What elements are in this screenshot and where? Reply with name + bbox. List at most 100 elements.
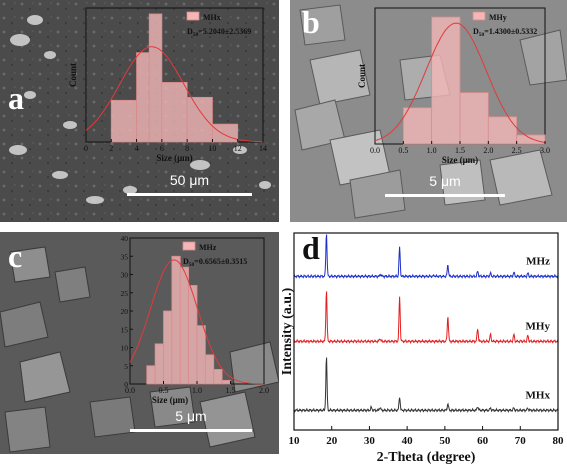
y-tick-label: 20 <box>121 307 129 316</box>
y-tick-label: 0 <box>124 380 128 389</box>
sem-image-c <box>0 232 279 454</box>
y-axis-label: Count <box>68 63 78 87</box>
panel-label-b: b <box>302 4 320 40</box>
y-tick-label: 35 <box>121 252 129 261</box>
legend-swatch <box>472 11 486 21</box>
hist-bar <box>516 134 546 145</box>
hist-bar <box>146 365 156 385</box>
x-tick-label: 0.0 <box>370 146 380 155</box>
scale-bar-b <box>385 194 505 197</box>
series-label: MHy <box>526 321 551 333</box>
x-tick-label: 0.5 <box>159 386 169 395</box>
fit-curve <box>374 22 546 143</box>
panel-b: 0.0 0.5 1.0 1.5 2.0 2.5 3.0 Size (μm) Count MHy D5… <box>290 0 567 222</box>
scale-text-c: 5 μm <box>175 408 207 424</box>
histogram-a: 0 2 4 6 8 10 12 14 Size (μm) Count MHx D50=5.2040±2… <box>68 7 267 163</box>
x-tick-label: 40 <box>402 435 414 447</box>
x-tick-label: 2 <box>109 144 113 153</box>
x-tick-label: 2.0 <box>483 146 493 155</box>
series-label: MHz <box>526 256 550 268</box>
scale-bar-a <box>127 193 252 196</box>
hist-bar <box>171 255 181 385</box>
panel-d: MHz MHy MHx 10 20 30 40 50 60 70 80 2-Theta (degree… <box>282 230 567 469</box>
panel-c: 0.0 0.5 1.0 1.5 2.0 0 5 10 15 20 25 30 35 40 Size (μm)… <box>0 232 279 454</box>
y-axis-label: Intensity (a.u.) <box>282 287 295 375</box>
legend-swatch <box>186 11 200 21</box>
x-tick-label: 20 <box>326 435 338 447</box>
hist-bar <box>221 379 231 385</box>
x-tick-label: 2.0 <box>259 386 269 395</box>
hist-bar <box>163 310 173 385</box>
x-tick-label: 12 <box>234 144 242 153</box>
x-tick-label: 80 <box>553 435 565 447</box>
x-tick-label: 0.0 <box>125 386 135 395</box>
sem-image-a <box>0 0 279 222</box>
panel-label-c: c <box>8 238 23 274</box>
stat-text: D50=0.6565±0.3515 <box>183 257 247 268</box>
x-tick-label: 6 <box>160 144 164 153</box>
hist-bar <box>161 82 188 143</box>
hist-bar <box>136 52 150 143</box>
xrd-series-mhy <box>293 291 559 345</box>
x-tick-label: 0 <box>84 144 88 153</box>
scale-text-b: 5 μm <box>429 173 461 189</box>
plot-frame <box>293 232 559 431</box>
x-tick-label: 1.0 <box>192 386 202 395</box>
xrd-series-mhz <box>293 234 559 280</box>
legend-swatch <box>182 241 196 251</box>
x-tick-label: 3.0 <box>540 146 550 155</box>
y-tick-label: 10 <box>121 344 129 353</box>
hist-bar <box>186 96 213 143</box>
scale-bar-c <box>130 429 252 432</box>
hist-bar <box>148 13 163 143</box>
y-axis-label: Count <box>357 64 367 88</box>
y-tick-label: 25 <box>121 289 129 298</box>
y-tick-label: 40 <box>121 234 129 243</box>
hist-bar <box>154 343 164 385</box>
histogram-b: 0.0 0.5 1.0 1.5 2.0 2.5 3.0 Size (μm) Count MHy D5… <box>357 7 550 165</box>
hist-bar <box>110 99 137 143</box>
x-axis-label: 2-Theta (degree) <box>377 450 476 465</box>
fit-curve <box>129 259 264 385</box>
hist-bar <box>459 92 489 145</box>
y-tick-label: 30 <box>121 271 129 280</box>
legend-label: MHy <box>489 13 507 22</box>
x-axis-label: Size (μm) <box>156 153 192 163</box>
x-tick-label: 4 <box>135 144 139 153</box>
hist-bar <box>213 368 223 385</box>
x-tick-label: 50 <box>439 435 451 447</box>
legend-label: MHz <box>199 243 217 252</box>
stat-text: D50=5.2040±2.5369 <box>187 27 251 38</box>
hist-bar <box>188 285 198 385</box>
x-tick-label: 1.5 <box>226 386 236 395</box>
histogram-c: 0.0 0.5 1.0 1.5 2.0 0 5 10 15 20 25 30 35 40 Size (μm)… <box>121 234 270 405</box>
fit-curve <box>85 46 264 143</box>
x-tick-label: 10 <box>208 144 216 153</box>
hist-bar <box>179 266 190 385</box>
hist-bar <box>402 107 433 145</box>
x-axis-label: Size (μm) <box>442 155 478 165</box>
x-tick-label: 1.5 <box>455 146 465 155</box>
hist-bar <box>196 325 206 385</box>
x-tick-label: 10 <box>289 435 301 447</box>
panel-label-a: a <box>8 80 24 116</box>
x-tick-label: 8 <box>185 144 189 153</box>
x-tick-label: 30 <box>364 435 376 447</box>
hist-bar <box>431 16 461 145</box>
x-tick-label: 70 <box>515 435 527 447</box>
hist-bar <box>487 116 518 145</box>
x-axis-label: Size (μm) <box>152 395 188 405</box>
series-label: MHx <box>526 389 551 401</box>
y-tick-label: 5 <box>124 362 128 371</box>
y-tick-label: 15 <box>121 325 129 334</box>
scale-text-a: 50 μm <box>169 172 210 188</box>
x-tick-label: 1.0 <box>427 146 437 155</box>
x-tick-label: 14 <box>259 144 267 153</box>
panel-label-d: d <box>302 230 320 266</box>
hist-bar <box>204 354 215 385</box>
stat-text: D50=1.4300±0.5332 <box>473 27 537 38</box>
x-tick-label: 2.5 <box>512 146 522 155</box>
xrd-chart-d: MHz MHy MHx 10 20 30 40 50 60 70 80 2-Theta (degree… <box>282 232 565 465</box>
panel-a: 0 2 4 6 8 10 12 14 Size (μm) Count MHx D50=5.2040±2… <box>0 0 279 222</box>
hist-bar <box>212 123 239 143</box>
